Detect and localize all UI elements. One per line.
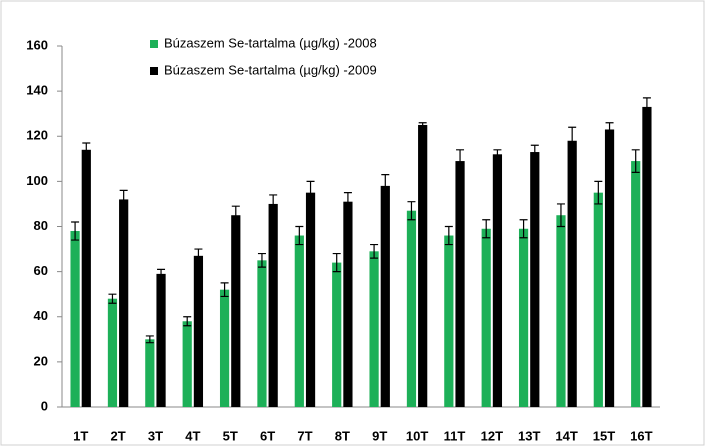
bar: [81, 149, 91, 407]
bar: [567, 140, 577, 407]
error-bar: [594, 180, 603, 205]
y-tick-label: 40: [34, 308, 48, 323]
error-bar: [407, 201, 416, 221]
error-bar: [418, 122, 427, 128]
x-tick-label: 7T: [297, 428, 312, 443]
bar: [481, 228, 491, 407]
y-tick-label: 100: [26, 173, 48, 188]
x-tick-label: 3T: [148, 428, 163, 443]
bar: [145, 339, 155, 407]
bar: [294, 235, 304, 407]
x-tick-label: 12T: [481, 428, 503, 443]
bar: [119, 199, 129, 407]
error-bar: [108, 293, 117, 304]
bar: [332, 262, 342, 407]
error-bar: [556, 203, 565, 228]
error-bar: [82, 142, 91, 158]
bar: [556, 215, 566, 407]
error-bar: [493, 149, 502, 160]
y-tick-label: 140: [26, 83, 48, 98]
legend-label: Búzaszem Se-tartalma (µg/kg) -2009: [164, 62, 377, 77]
error-bar: [295, 225, 304, 246]
y-tick-label: 80: [34, 218, 48, 233]
error-bar: [381, 174, 390, 198]
y-tick-label: 20: [34, 353, 48, 368]
bar: [518, 228, 529, 407]
bar: [642, 106, 652, 407]
error-bar: [631, 149, 640, 173]
error-bar: [530, 144, 539, 160]
error-bar: [568, 126, 577, 155]
bar: [257, 260, 267, 407]
error-bar: [119, 189, 128, 210]
bar: [631, 161, 641, 407]
error-bar: [306, 180, 315, 205]
bar: [219, 289, 230, 407]
legend-swatch: [150, 40, 158, 48]
error-bar: [183, 316, 192, 327]
bar: [343, 201, 353, 407]
x-tick-label: 6T: [260, 428, 275, 443]
bar: [70, 231, 80, 407]
bar: [268, 203, 278, 407]
x-tick-label: 1T: [73, 428, 88, 443]
error-bar: [444, 225, 453, 246]
error-bar: [519, 219, 528, 239]
error-bar: [343, 192, 352, 212]
error-bar: [482, 219, 491, 239]
bar: [193, 255, 204, 407]
bar: [455, 161, 465, 407]
bar: [406, 210, 417, 407]
error-bar: [157, 268, 166, 279]
bar: [369, 251, 379, 407]
x-tick-label: 9T: [372, 428, 387, 443]
y-tick-label: 0: [41, 398, 48, 413]
bar: [182, 321, 192, 407]
bar: [593, 192, 603, 407]
x-tick-label: 8T: [335, 428, 350, 443]
bar: [492, 154, 503, 407]
error-bar: [332, 252, 341, 273]
legend-swatch: [150, 67, 158, 75]
bar: [156, 273, 166, 407]
y-tick-label: 120: [26, 128, 48, 143]
error-bar: [257, 252, 266, 268]
error-bar: [231, 205, 240, 225]
y-tick-label: 160: [26, 37, 48, 52]
x-tick-label: 5T: [223, 428, 238, 443]
legend-label: Búzaszem Se-tartalma (µg/kg) -2008: [164, 35, 377, 50]
x-tick-label: 14T: [555, 428, 577, 443]
x-tick-label: 2T: [110, 428, 125, 443]
error-bar: [220, 282, 229, 298]
bar: [530, 152, 540, 407]
x-tick-label: 16T: [630, 428, 652, 443]
bar: [380, 185, 390, 407]
error-bar: [194, 248, 203, 264]
bar: [418, 124, 428, 407]
bar: [231, 215, 241, 407]
error-bar: [605, 122, 614, 137]
bar: [444, 235, 454, 407]
x-tick-label: 10T: [406, 428, 428, 443]
error-bar: [145, 335, 154, 344]
x-tick-label: 4T: [185, 428, 200, 443]
error-bar: [269, 194, 278, 214]
error-bar: [370, 243, 379, 259]
y-tick-label: 60: [34, 263, 48, 278]
x-tick-label: 13T: [518, 428, 540, 443]
x-tick-label: 11T: [444, 428, 466, 443]
bar: [305, 192, 316, 407]
bar: [107, 298, 118, 407]
bar: [604, 129, 615, 407]
error-bar: [642, 97, 651, 117]
error-bar: [456, 149, 465, 173]
x-tick-label: 15T: [593, 428, 615, 443]
error-bar: [71, 221, 80, 241]
